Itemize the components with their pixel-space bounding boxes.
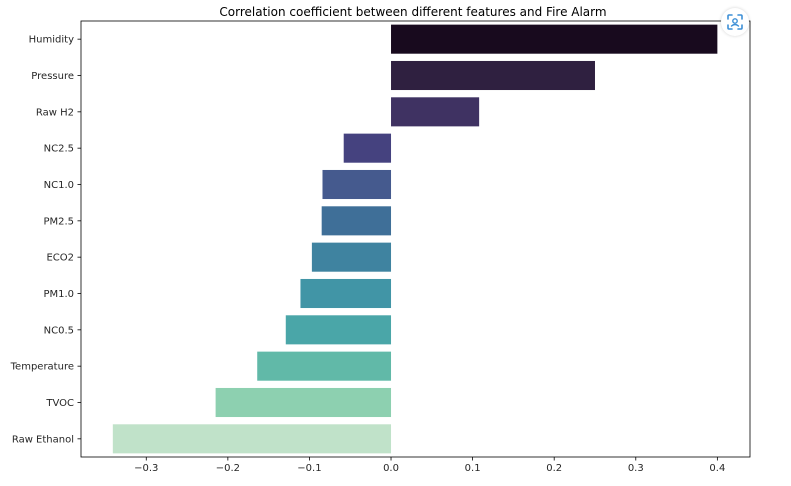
bar bbox=[321, 206, 392, 236]
x-tick-label: −0.2 bbox=[216, 463, 240, 474]
y-tick-label: NC0.5 bbox=[44, 325, 74, 336]
y-tick-label: Humidity bbox=[29, 35, 74, 46]
scan-icon bbox=[726, 13, 744, 31]
scan-button[interactable] bbox=[721, 8, 749, 36]
x-tick-label: 0.1 bbox=[465, 463, 481, 474]
bar bbox=[311, 242, 392, 272]
x-tick-label: 0.0 bbox=[383, 463, 399, 474]
plot-frame bbox=[80, 20, 751, 458]
x-tick-label: −0.1 bbox=[297, 463, 321, 474]
x-tick-label: 0.2 bbox=[546, 463, 562, 474]
y-tick-label: TVOC bbox=[45, 398, 74, 409]
y-tick-label: Raw Ethanol bbox=[12, 434, 74, 445]
bar bbox=[215, 387, 392, 418]
y-tick-label: PM2.5 bbox=[43, 216, 74, 227]
y-axis: Humidity Pressure Raw H2 NC2.5 NC1.0 PM2.5 ECO… bbox=[10, 35, 81, 445]
bars-layer bbox=[112, 24, 718, 454]
x-tick-label: 0.4 bbox=[709, 463, 725, 474]
y-tick-label: NC2.5 bbox=[44, 144, 74, 155]
bar bbox=[112, 424, 392, 454]
x-tick-label: −0.3 bbox=[134, 463, 158, 474]
y-tick-label: ECO2 bbox=[46, 253, 74, 264]
bar bbox=[391, 60, 595, 91]
y-tick-label: NC1.0 bbox=[44, 180, 74, 191]
bar bbox=[391, 97, 480, 127]
chart-title: Correlation coefficient between differen… bbox=[219, 5, 606, 19]
y-tick-label: PM1.0 bbox=[43, 289, 74, 300]
y-tick-label: Raw H2 bbox=[36, 107, 74, 118]
x-tick-label: 0.3 bbox=[628, 463, 644, 474]
bar bbox=[257, 351, 392, 381]
x-axis: −0.3 −0.2 −0.1 0.0 0.1 0.2 0.3 0.4 bbox=[134, 457, 725, 474]
bar bbox=[322, 169, 392, 200]
bar bbox=[300, 278, 392, 309]
bar bbox=[285, 315, 392, 345]
y-tick-label: Temperature bbox=[10, 362, 74, 373]
bar bbox=[343, 133, 392, 163]
y-tick-label: Pressure bbox=[31, 71, 74, 82]
bar bbox=[391, 24, 718, 54]
